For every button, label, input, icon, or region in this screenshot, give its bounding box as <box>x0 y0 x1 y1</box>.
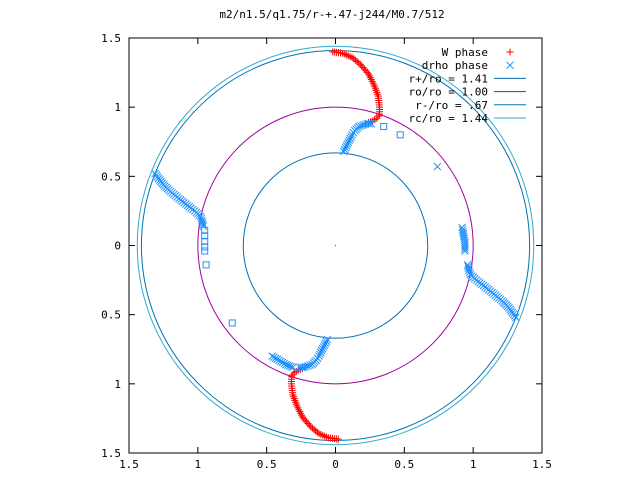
point-s1-12-fill-1 <box>346 134 355 143</box>
x-tick-label-2: 0.5 <box>257 458 277 471</box>
point-s0-2-fill-4 <box>355 59 363 67</box>
legend-entry-series-1: drho phase <box>422 59 514 72</box>
y-tick-label-1: 1 <box>114 378 121 391</box>
point-s1-34-fill-1 <box>306 361 314 370</box>
circle-3 <box>136 45 535 446</box>
axes: 1.5 1 0.5 0 0.5 1 1.51.510.500.511.5 <box>101 32 552 471</box>
point-s1-28 <box>463 261 472 269</box>
point-s1-26 <box>466 270 475 279</box>
legend-label-circle-1: ro/ro = 1.00 <box>409 86 488 99</box>
point-s1-11 <box>342 142 351 150</box>
point-s1-10-fill-1 <box>340 145 349 154</box>
x-tick-label-0: 1.5 <box>119 458 139 471</box>
point-s2-5 <box>201 243 209 251</box>
point-s1-11-fill-1 <box>343 140 352 148</box>
point-s1-10 <box>339 147 348 156</box>
point-s1-30-fill-1 <box>319 343 328 351</box>
point-s1-30 <box>320 341 329 349</box>
point-s1-12 <box>345 136 354 145</box>
point-s1-29 <box>323 335 332 344</box>
point-s1-16 <box>359 121 367 130</box>
point-s2-1 <box>396 131 404 139</box>
point-s1-37 <box>295 363 304 372</box>
x-tick-label-6: 1.5 <box>532 458 552 471</box>
chart-title: m2/n1.5/q1.75/r-+.47-j244/M0.7/512 <box>219 8 444 21</box>
point-s1-41 <box>461 247 469 255</box>
point-s1-29-fill-2 <box>321 339 330 348</box>
point-s1-18 <box>367 119 376 128</box>
x-tick-label-3: 0 <box>332 458 339 471</box>
y-tick-label-3: 0 <box>114 240 121 253</box>
point-s2-0 <box>380 123 388 131</box>
point-s1-43-fill-3 <box>287 362 295 371</box>
legend-entry-circle-2: r-/ro = .67 <box>415 99 526 112</box>
point-s1-8-fill-2 <box>199 220 207 229</box>
x-tick-label-4: 0.5 <box>394 458 414 471</box>
y-tick-label-0: 1.5 <box>101 447 121 460</box>
legend-entry-circle-1: ro/ro = 1.00 <box>409 86 526 99</box>
point-s1-17-fill-1 <box>365 119 374 128</box>
legend-entry-circle-3: rc/ro = 1.44 <box>409 112 526 125</box>
point-s1-38 <box>433 162 442 171</box>
point-s1-40-fill-3 <box>461 245 469 253</box>
data-points <box>151 48 520 443</box>
legend-label-circle-3: rc/ro = 1.44 <box>409 112 489 125</box>
point-s1-31-fill-1 <box>316 348 325 357</box>
point-s1-12-fill-2 <box>347 132 355 141</box>
y-tick-label-5: 1 <box>114 101 121 114</box>
point-s1-29-fill-1 <box>322 337 331 346</box>
point-s1-30-fill-2 <box>318 344 327 353</box>
y-tick-label-6: 1.5 <box>101 32 121 45</box>
point-s1-44 <box>288 363 297 372</box>
point-s1-31 <box>317 346 326 355</box>
circle-1 <box>197 106 474 385</box>
legend-entry-series-0: W phase <box>442 46 514 59</box>
reference-circles <box>136 45 535 446</box>
point-s0-15-fill-4 <box>308 424 316 432</box>
point-s1-35 <box>304 361 312 370</box>
point-s2-6 <box>201 247 209 255</box>
x-tick-label-1: 1 <box>195 458 202 471</box>
point-s1-15-fill-1 <box>357 121 365 130</box>
origin-dot <box>334 244 337 247</box>
point-s1-7 <box>196 212 205 221</box>
legend-label-circle-2: r-/ro = .67 <box>415 99 488 112</box>
legend-marker-series-1 <box>506 61 514 70</box>
y-tick-label-4: 0.5 <box>101 170 121 183</box>
point-s1-9 <box>199 222 208 230</box>
legend-entry-circle-0: r+/ro = 1.41 <box>409 72 526 85</box>
point-s2-7 <box>202 261 210 269</box>
circle-0 <box>140 49 531 442</box>
point-s1-31-fill-2 <box>316 350 324 359</box>
point-s1-34 <box>308 360 316 369</box>
circle-2 <box>242 152 429 339</box>
legend-label-circle-0: r+/ro = 1.41 <box>409 72 488 85</box>
point-s1-10-fill-2 <box>341 143 350 152</box>
point-s1-36-fill-1 <box>297 363 306 372</box>
legend-marker-series-0 <box>506 48 514 56</box>
y-tick-label-2: 0.5 <box>101 309 121 322</box>
point-s1-15 <box>355 122 363 131</box>
point-s1-27-fill-2 <box>464 262 472 271</box>
legend-label-series-1: drho phase <box>422 59 488 72</box>
legend-label-series-0: W phase <box>442 46 488 59</box>
point-s2-8 <box>228 319 236 327</box>
point-s1-11-fill-2 <box>344 138 353 147</box>
x-tick-label-5: 1 <box>470 458 477 471</box>
